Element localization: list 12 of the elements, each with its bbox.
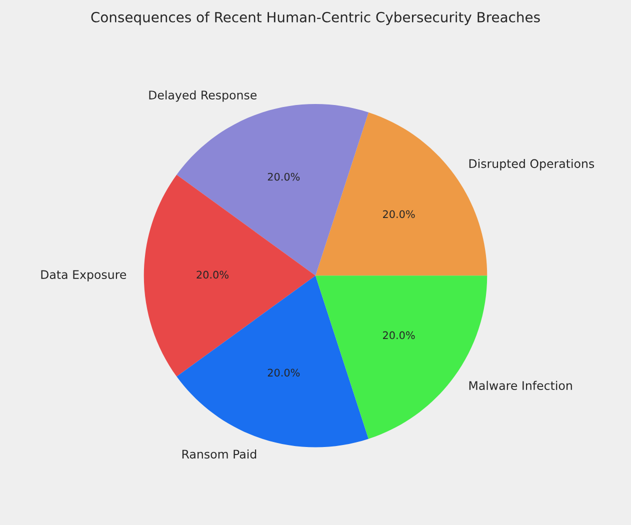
slice-label: Disrupted Operations [469,158,594,170]
data-label: 20.0% [268,172,300,181]
pie-slice [144,174,316,377]
slice-label: Delayed Response [149,90,257,102]
data-label: 20.0% [268,368,300,377]
slice-label: Malware Infection [469,380,572,390]
slice-label: Ransom Paid [182,449,256,459]
chart-title: Consequences of Recent Human-Centric Cybersecurity Breaches [91,12,540,26]
data-label: 20.0% [383,210,415,218]
data-label: 20.0% [383,331,415,340]
slice-label: Data Exposure [41,270,126,282]
data-label: 20.0% [196,270,228,279]
